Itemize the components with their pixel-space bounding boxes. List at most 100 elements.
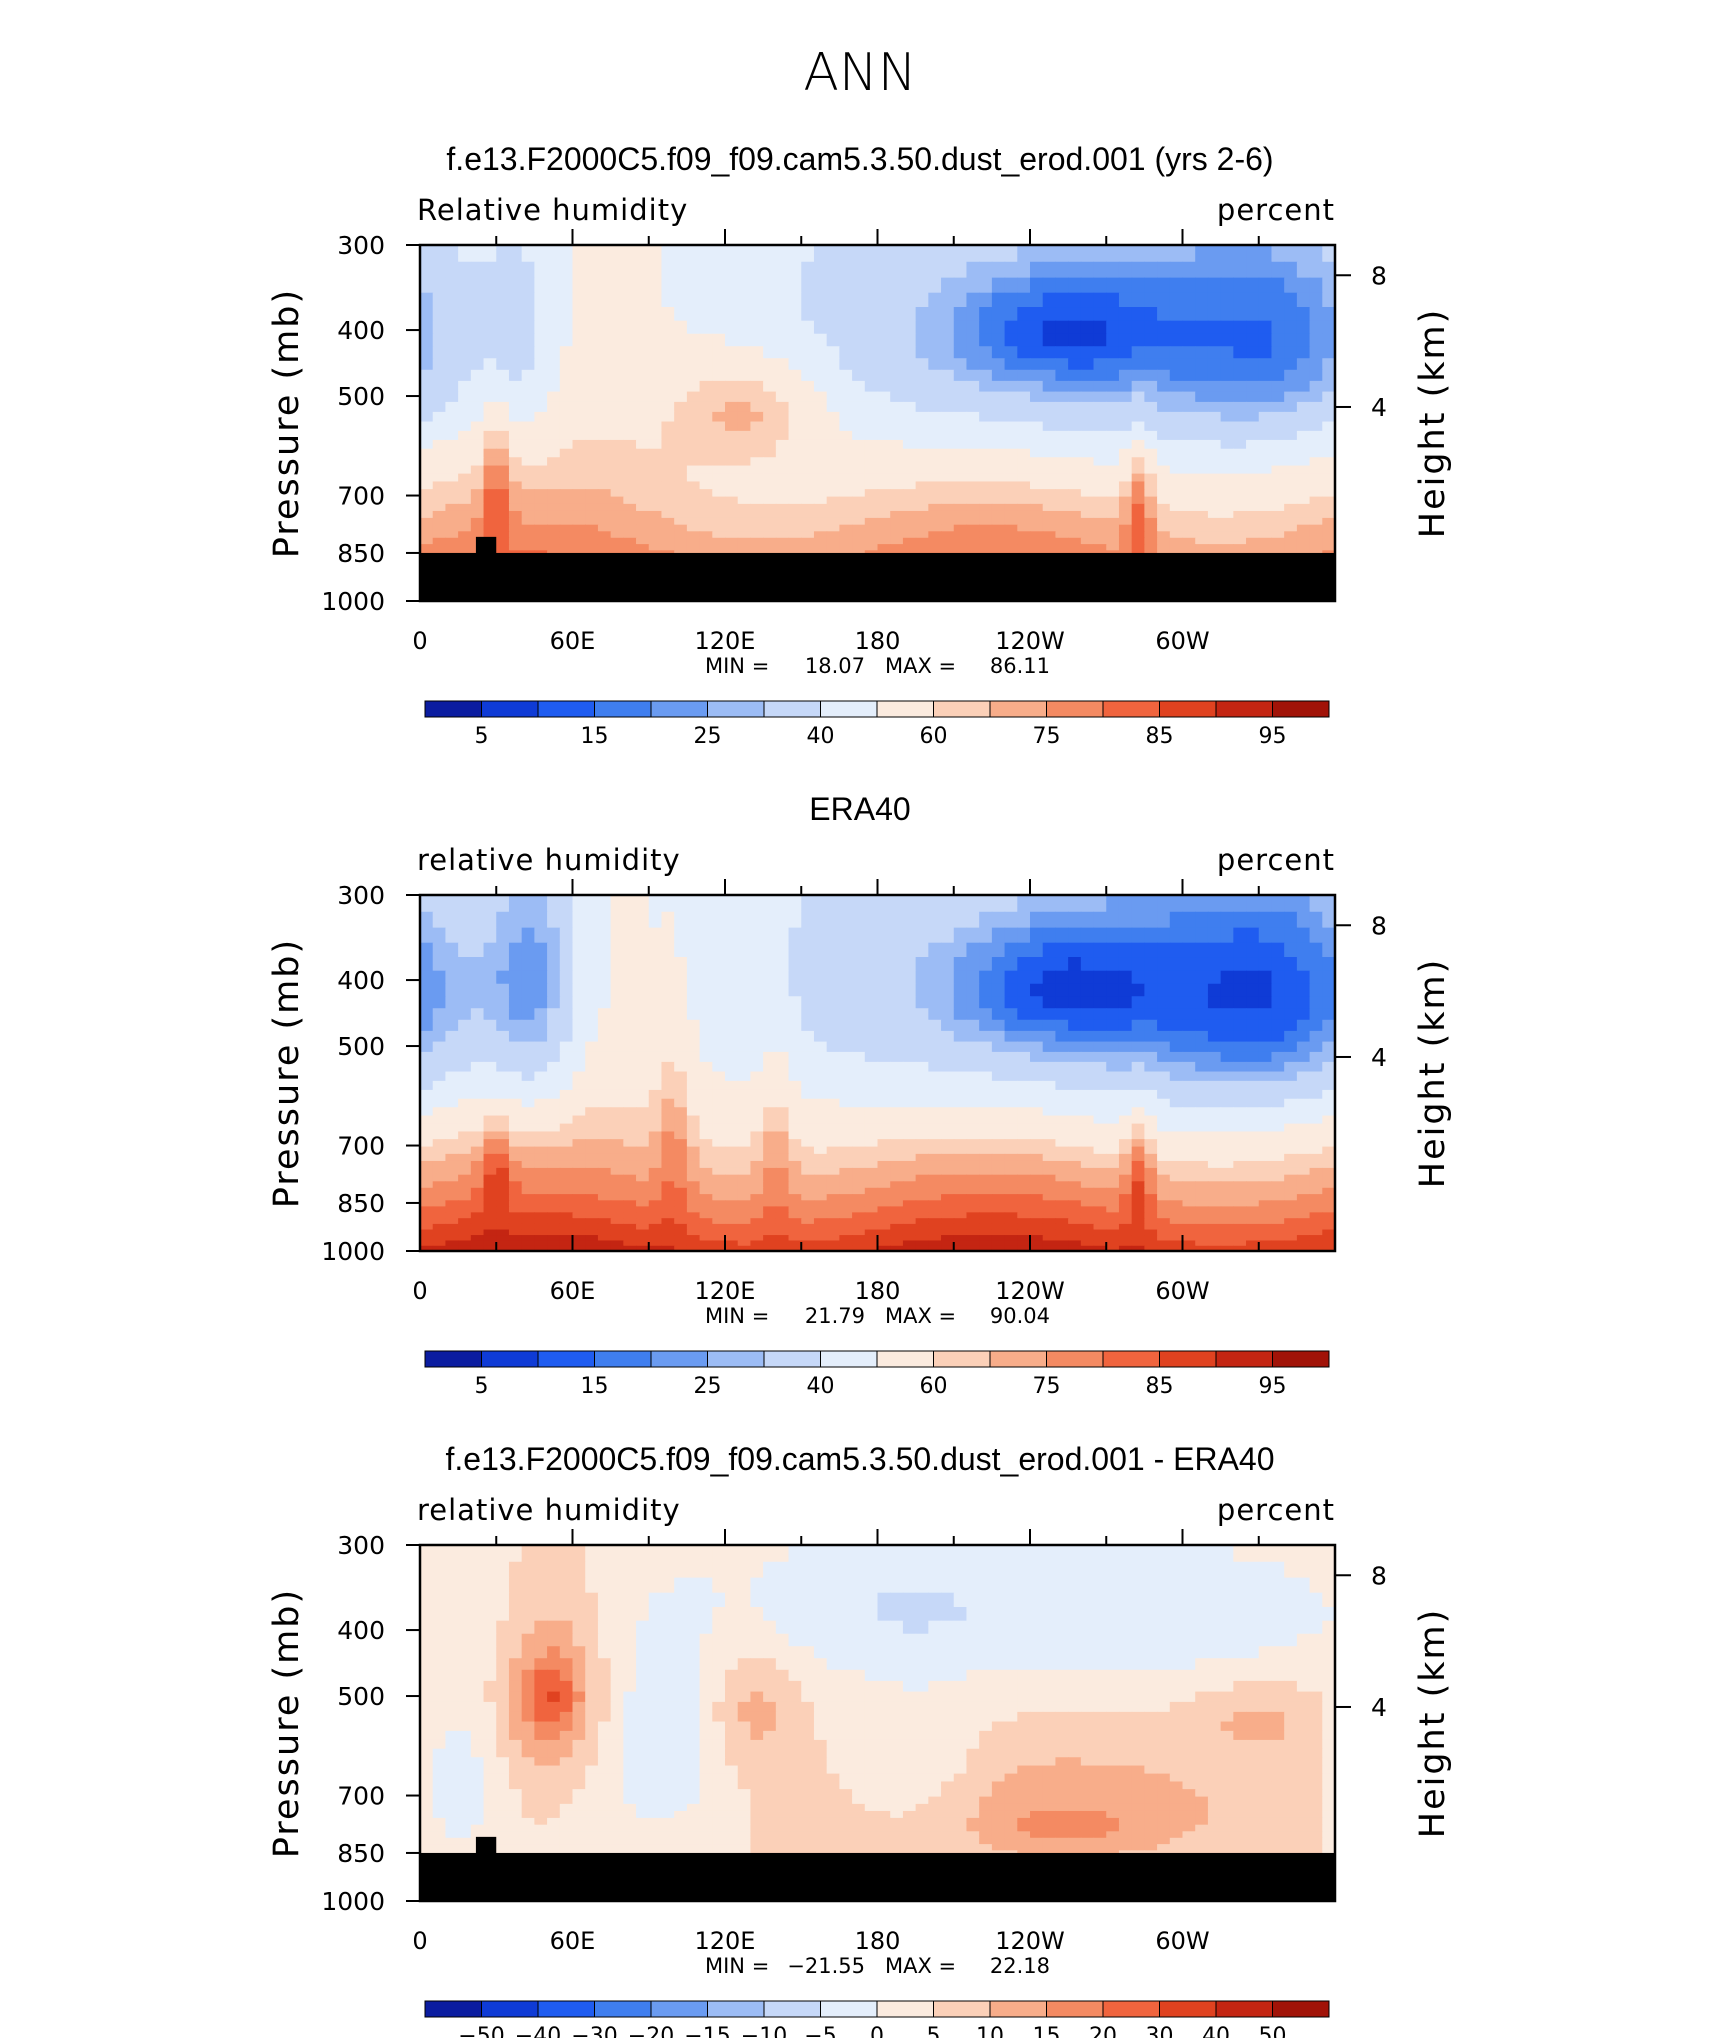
heatmap-cell [890, 277, 904, 294]
heatmap-cell [1144, 421, 1158, 432]
heatmap-cell [547, 1139, 561, 1148]
heatmap-cell [1322, 1080, 1336, 1091]
heatmap-cell [559, 430, 574, 441]
heatmap-cell [470, 1107, 485, 1117]
heatmap-cell [712, 489, 726, 498]
heatmap-cell [597, 517, 612, 526]
heatmap-cell [572, 983, 586, 997]
heatmap-cell [1118, 524, 1133, 532]
heatmap-cell [699, 465, 713, 475]
heatmap-cell [826, 245, 840, 263]
heatmap-cell [445, 1051, 459, 1063]
heatmap-cell [623, 1071, 637, 1082]
heatmap-cell [1271, 245, 1285, 263]
heatmap-cell [1030, 895, 1044, 913]
heatmap-cell [534, 380, 548, 393]
heatmap-cell [648, 411, 663, 423]
heatmap-cell [991, 895, 1006, 913]
heatmap-cell [1004, 439, 1018, 450]
heatmap-cell [953, 957, 968, 972]
heatmap-cell [1220, 358, 1234, 371]
heatmap-cell [1220, 1089, 1234, 1100]
heatmap-cell [521, 1098, 535, 1108]
heatmap-cell [496, 531, 510, 539]
heatmap-cell [1309, 1167, 1323, 1176]
heatmap-cell [1080, 1174, 1095, 1182]
heatmap-cell [1195, 465, 1209, 475]
heatmap-cell [826, 292, 840, 308]
heatmap-cell [686, 927, 701, 944]
heatmap-cell [1195, 1123, 1209, 1133]
heatmap-cell [572, 1131, 586, 1140]
heatmap-cell [1017, 320, 1031, 335]
heatmap-cell [813, 1008, 828, 1021]
heatmap-cell [1157, 1019, 1171, 1032]
heatmap-cell [813, 1089, 828, 1100]
heatmap-cell [432, 346, 447, 359]
heatmap-cell [928, 1041, 942, 1053]
heatmap-cell [1296, 457, 1311, 467]
heatmap-cell [788, 531, 802, 539]
heatmap-cell [1042, 1008, 1057, 1021]
heatmap-cell [1296, 1089, 1311, 1100]
heatmap-cell [521, 1080, 535, 1091]
heatmap-cell [890, 439, 904, 450]
heatmap-cell [1093, 537, 1107, 545]
heatmap-cell [712, 531, 726, 539]
heatmap-cell [1207, 448, 1222, 458]
heatmap-cell [750, 1160, 764, 1169]
heatmap-cell [1284, 1061, 1298, 1073]
heatmap-cell [877, 544, 891, 551]
heatmap-cell [1131, 292, 1145, 308]
heatmap-cell [521, 401, 535, 413]
heatmap-cell [508, 1174, 523, 1182]
heatmap-cell [572, 245, 586, 263]
heatmap-cell [1042, 911, 1057, 929]
heatmap-cell [1233, 1041, 1247, 1053]
heatmap-cell [1030, 1019, 1044, 1032]
heatmap-cell [420, 983, 434, 997]
heatmap-cell [470, 531, 485, 539]
heatmap-cell [458, 1061, 472, 1073]
heatmap-cell [534, 1153, 548, 1162]
heatmap-cell [521, 489, 535, 498]
heatmap-cell [1131, 1139, 1145, 1148]
heatmap-cell [1322, 277, 1336, 294]
heatmap-cell [1296, 1107, 1311, 1117]
heatmap-cell [1093, 496, 1107, 505]
heatmap-cell [458, 1080, 472, 1091]
heatmap-cell [1157, 307, 1171, 322]
heatmap-cell [559, 346, 574, 359]
heatmap-cell [420, 1115, 434, 1125]
heatmap-cell [1106, 1160, 1120, 1169]
heatmap-cell [915, 465, 929, 475]
heatmap-cell [686, 346, 701, 359]
heatmap-cell [1182, 911, 1196, 929]
heatmap-cell [1322, 983, 1336, 997]
heatmap-cell [1093, 457, 1107, 467]
heatmap-cell [496, 320, 510, 335]
heatmap-cell [1233, 1019, 1247, 1032]
heatmap-cell [674, 911, 688, 929]
heatmap-cell [1004, 261, 1018, 279]
heatmap-cell [712, 1051, 726, 1063]
heatmap-cell [1284, 358, 1298, 371]
heatmap-cell [674, 1030, 688, 1043]
heatmap-cell [1271, 537, 1285, 545]
heatmap-cell [559, 307, 574, 322]
heatmap-cell [610, 503, 624, 512]
heatmap-cell [852, 531, 866, 539]
heatmap-cell [979, 911, 993, 929]
heatmap-cell [585, 369, 599, 382]
heatmap-cell [966, 1061, 980, 1073]
heatmap-cell [1182, 942, 1196, 958]
heatmap-cell [1017, 524, 1031, 532]
heatmap-cell [470, 333, 485, 347]
heatmap-cell [1093, 1071, 1107, 1082]
heatmap-cell [890, 531, 904, 539]
heatmap-cell [1080, 1019, 1095, 1032]
heatmap-cell [991, 911, 1006, 929]
heatmap-cell [547, 473, 561, 483]
heatmap-cell [1080, 970, 1095, 985]
heatmap-cell [1195, 1098, 1209, 1108]
